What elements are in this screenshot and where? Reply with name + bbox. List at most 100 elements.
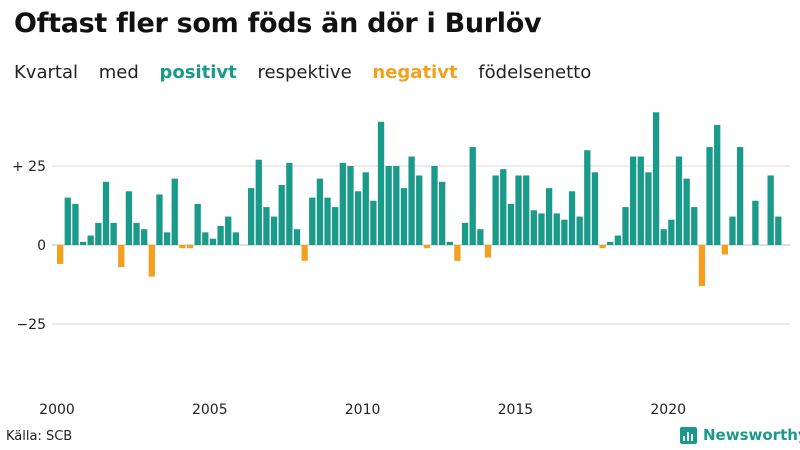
y-axis-labels: + 25 0 −25: [12, 159, 46, 333]
bar-positive: [500, 169, 507, 245]
bar-negative: [118, 245, 125, 268]
y-tick-label: −25: [16, 317, 46, 333]
bar-positive: [553, 213, 560, 245]
bar-positive: [362, 172, 369, 245]
bar-positive: [110, 222, 117, 245]
bar-positive: [248, 188, 255, 245]
bar-positive: [767, 175, 774, 245]
bar-positive: [232, 232, 240, 245]
x-tick-label: 2005: [192, 402, 228, 418]
bar-negative: [57, 245, 64, 264]
bars: [57, 112, 782, 287]
bar-negative: [484, 245, 492, 258]
bar-chart-icon: [680, 426, 697, 444]
bar-positive: [752, 200, 759, 245]
bar-positive: [507, 203, 515, 245]
subtitle-word-fodelsenetto: födelsenetto: [478, 62, 592, 83]
x-axis-labels: 2000 2005 2010 2015 2020: [39, 402, 686, 418]
bar-negative: [179, 245, 186, 249]
bar-positive: [255, 159, 262, 245]
x-tick-label: 2000: [39, 402, 75, 418]
bar-positive: [79, 241, 87, 245]
bar-positive: [385, 166, 392, 245]
bar-positive: [538, 213, 545, 245]
source-note: Källa: SCB: [6, 429, 73, 444]
bar-positive: [691, 207, 698, 245]
bar-positive: [156, 194, 163, 245]
bar-positive: [683, 178, 690, 245]
bar-positive: [584, 150, 591, 245]
bar-positive: [293, 229, 301, 245]
legend-negative: negativt: [372, 62, 458, 83]
subtitle-word-kvartal: Kvartal: [14, 62, 78, 83]
newsworthy-logo[interactable]: Newsworthy: [680, 426, 800, 444]
x-tick-label: 2015: [498, 402, 534, 418]
bar-positive: [591, 172, 599, 245]
bar-positive: [652, 112, 660, 245]
bar-positive: [95, 222, 102, 245]
bar-positive: [545, 188, 553, 245]
bar-positive: [339, 162, 346, 245]
bar-positive: [332, 207, 339, 245]
bar-positive: [492, 175, 499, 245]
bar-negative: [186, 245, 194, 249]
bar-negative: [423, 245, 431, 249]
bar-positive: [622, 207, 629, 245]
bar-positive: [477, 229, 484, 245]
x-tick-label: 2020: [650, 402, 686, 418]
bar-positive: [72, 203, 79, 245]
bar-positive: [163, 232, 171, 245]
bar-positive: [568, 191, 576, 245]
bar-positive: [637, 156, 644, 245]
bar-positive: [775, 216, 782, 245]
bar-positive: [439, 181, 446, 245]
bar-positive: [461, 222, 469, 245]
bar-positive: [729, 216, 736, 245]
bar-positive: [286, 162, 293, 245]
bar-positive: [87, 235, 94, 245]
bar-positive: [309, 197, 316, 245]
bar-positive: [270, 216, 278, 245]
bar-positive: [278, 184, 285, 245]
bar-positive: [660, 229, 667, 245]
bar-positive: [736, 147, 744, 245]
bar-positive: [347, 166, 354, 245]
bar-positive: [141, 229, 148, 245]
bar-positive: [370, 200, 377, 245]
bar-negative: [721, 245, 728, 255]
bar-negative: [301, 245, 308, 261]
bar-positive: [706, 147, 713, 245]
bar-negative: [599, 245, 606, 249]
bar-negative: [454, 245, 461, 261]
subtitle-word-respektive: respektive: [257, 62, 352, 83]
bar-positive: [194, 203, 201, 245]
x-tick-label: 2010: [345, 402, 381, 418]
bar-positive: [316, 178, 324, 245]
bar-positive: [64, 197, 71, 245]
bar-positive: [408, 156, 415, 245]
bar-positive: [102, 181, 110, 245]
bar-positive: [354, 191, 362, 245]
bar-positive: [576, 216, 583, 245]
bar-positive: [416, 175, 423, 245]
y-tick-label: 0: [37, 238, 46, 254]
bar-positive: [714, 124, 721, 245]
bar-positive: [614, 235, 622, 245]
bar-positive: [125, 191, 133, 245]
bar-positive: [446, 241, 453, 245]
bar-positive: [209, 238, 217, 245]
brand-name: Newsworthy: [703, 426, 800, 444]
bar-positive: [530, 210, 537, 245]
bar-negative: [698, 245, 706, 287]
bar-positive: [400, 188, 408, 245]
bar-positive: [668, 219, 675, 245]
y-tick-label: + 25: [12, 159, 46, 175]
legend-positive: positivt: [159, 62, 237, 83]
subtitle-word-med: med: [98, 62, 139, 83]
bar-positive: [469, 147, 476, 245]
bar-positive: [263, 207, 270, 245]
chart-subtitle: Kvartal med positivt respektive negativt…: [14, 62, 603, 83]
bar-positive: [523, 175, 530, 245]
bar-positive: [607, 241, 614, 245]
bar-positive: [324, 197, 331, 245]
